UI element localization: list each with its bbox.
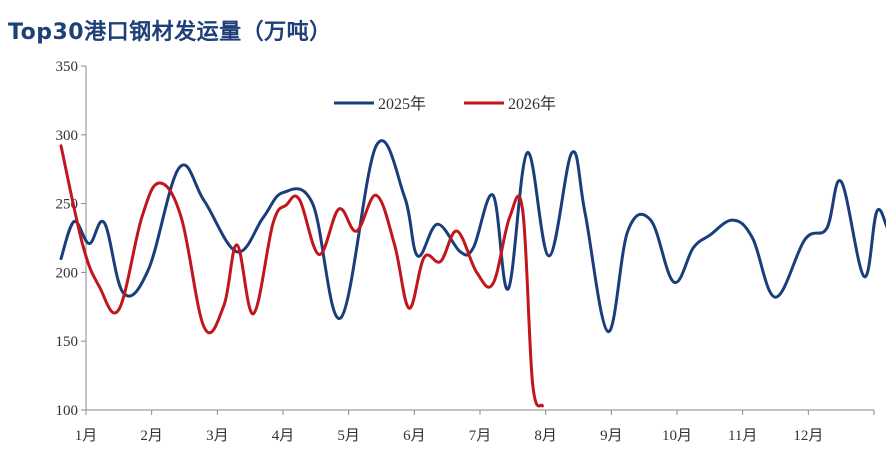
x-tick-label: 9月 (600, 428, 623, 444)
y-tick-label: 350 (56, 59, 79, 75)
series-line-1 (59, 139, 886, 334)
chart-legend: 2025年 2026年 (334, 95, 556, 113)
x-tick-label: 8月 (534, 428, 557, 444)
x-tick-label: 10月 (662, 428, 692, 444)
legend-label-2: 2026年 (508, 95, 556, 113)
x-tick-label: 5月 (337, 428, 360, 444)
x-tick-label: 6月 (403, 428, 426, 444)
x-tick-label: 11月 (728, 428, 757, 444)
x-tick-label: 12月 (793, 428, 823, 444)
y-tick-label: 150 (56, 334, 79, 350)
x-tick-label: 3月 (206, 428, 229, 444)
chart-title: Top30港口钢材发运量（万吨） (8, 20, 332, 45)
legend-label-1: 2025年 (378, 95, 426, 113)
y-tick-label: 100 (56, 403, 79, 419)
x-tick-label: 1月 (75, 428, 98, 444)
x-tick-label: 2月 (140, 428, 163, 444)
y-tick-label: 300 (56, 128, 79, 144)
x-tick-label: 7月 (469, 428, 492, 444)
series-line-2 (59, 144, 544, 408)
y-tick-label: 200 (56, 265, 79, 281)
x-tick-label: 4月 (272, 428, 295, 444)
chart-series (59, 139, 886, 408)
